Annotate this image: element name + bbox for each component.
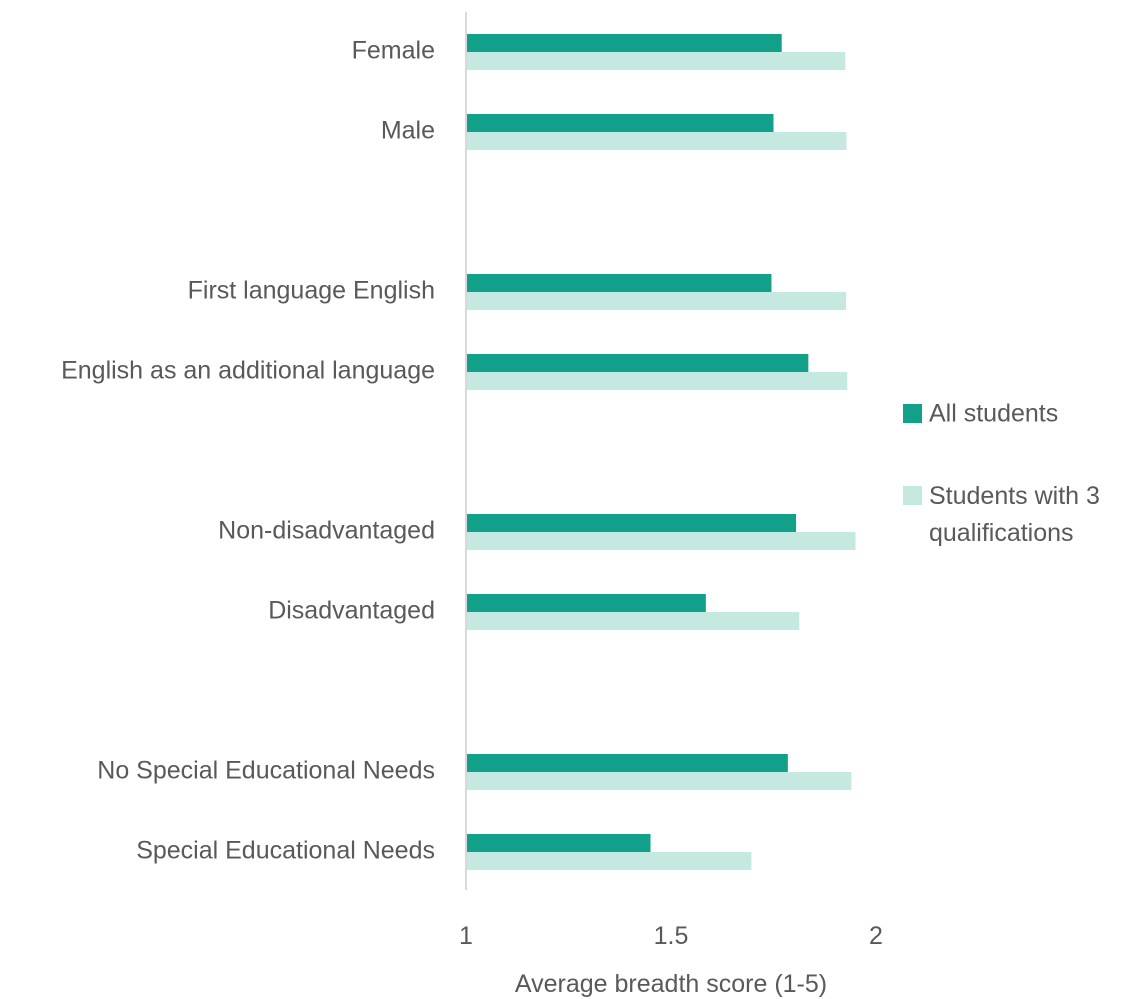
x-tick-labels: 1 1.5 2 bbox=[459, 922, 883, 950]
bar-three-qualifications bbox=[466, 612, 800, 630]
legend: All students Students with 3 qualification… bbox=[903, 400, 1100, 547]
legend-label-three-qualifications: Students with 3 qualifications bbox=[929, 482, 1100, 547]
bar-three-qualifications bbox=[466, 132, 847, 150]
legend-swatch-all-students bbox=[903, 404, 922, 423]
legend-label-all-students: All students bbox=[929, 400, 1058, 428]
bar-all-students bbox=[466, 594, 706, 612]
category-label: First language English bbox=[188, 277, 435, 305]
bars-group bbox=[466, 34, 856, 870]
bar-all-students bbox=[466, 354, 809, 372]
x-tick-label: 2 bbox=[869, 922, 883, 950]
bar-all-students bbox=[466, 274, 772, 292]
bar-three-qualifications bbox=[466, 772, 852, 790]
category-label: Disadvantaged bbox=[268, 597, 435, 625]
category-label: English as an additional language bbox=[61, 357, 435, 385]
category-label: Special Educational Needs bbox=[136, 837, 435, 865]
category-label: Male bbox=[381, 117, 435, 145]
legend-swatch-three-qualifications bbox=[903, 486, 922, 505]
x-tick-label: 1.5 bbox=[654, 922, 689, 950]
bar-three-qualifications bbox=[466, 292, 847, 310]
bar-three-qualifications bbox=[466, 52, 846, 70]
bar-all-students bbox=[466, 514, 797, 532]
bar-three-qualifications bbox=[466, 532, 856, 550]
category-label: Female bbox=[352, 37, 435, 65]
bar-three-qualifications bbox=[466, 372, 848, 390]
x-axis-title: Average breadth score (1-5) bbox=[515, 970, 827, 998]
category-label: Non-disadvantaged bbox=[218, 517, 435, 545]
bar-all-students bbox=[466, 754, 788, 772]
category-labels: Female Male First language English English … bbox=[61, 37, 435, 865]
bar-three-qualifications bbox=[466, 852, 752, 870]
bar-all-students bbox=[466, 34, 782, 52]
bar-all-students bbox=[466, 834, 651, 852]
category-label: No Special Educational Needs bbox=[97, 757, 435, 785]
x-tick-label: 1 bbox=[459, 922, 473, 950]
bar-all-students bbox=[466, 114, 774, 132]
